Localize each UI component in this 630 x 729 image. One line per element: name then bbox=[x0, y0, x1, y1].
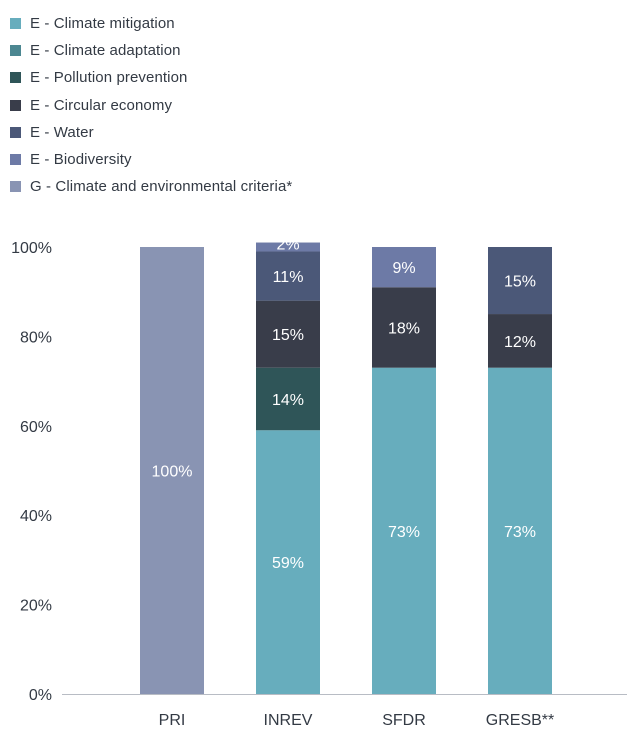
bar-segment bbox=[256, 300, 320, 368]
legend-item: E - Water bbox=[10, 119, 292, 146]
y-tick-label: 0% bbox=[29, 687, 52, 704]
legend-item: E - Circular economy bbox=[10, 92, 292, 119]
legend-label: G - Climate and environmental criteria* bbox=[30, 178, 293, 196]
data-label: 9% bbox=[392, 260, 415, 277]
bar-segment bbox=[488, 367, 552, 694]
data-label: 100% bbox=[152, 464, 193, 481]
y-tick-label: 80% bbox=[20, 329, 52, 346]
legend-label: E - Climate adaptation bbox=[30, 42, 181, 60]
x-category-label: SFDR bbox=[382, 712, 426, 729]
bar-segment bbox=[256, 367, 320, 431]
legend-item: E - Climate mitigation bbox=[10, 10, 292, 37]
x-category-label: INREV bbox=[264, 712, 313, 729]
legend-swatch bbox=[10, 18, 21, 30]
y-tick-label: 60% bbox=[20, 419, 52, 436]
legend-swatch bbox=[10, 45, 21, 57]
legend-label: E - Biodiversity bbox=[30, 151, 132, 169]
legend-swatch bbox=[10, 181, 21, 193]
legend-swatch bbox=[10, 72, 21, 84]
bar-segment bbox=[256, 251, 320, 301]
bar-segment bbox=[256, 242, 320, 252]
x-category-label: GRESB** bbox=[486, 712, 554, 729]
data-label: 18% bbox=[388, 320, 420, 337]
bar-segment bbox=[372, 367, 436, 694]
y-tick-label: 100% bbox=[11, 240, 52, 257]
bar-segment bbox=[256, 430, 320, 694]
bar-segment bbox=[140, 247, 204, 694]
data-label: 11% bbox=[273, 269, 304, 286]
legend: E - Climate mitigation E - Climate adapta… bbox=[10, 10, 292, 200]
legend-swatch bbox=[10, 99, 21, 111]
data-label: 15% bbox=[504, 274, 536, 291]
legend-swatch bbox=[10, 154, 21, 166]
legend-label: E - Water bbox=[30, 123, 94, 141]
y-tick-label: 20% bbox=[20, 598, 52, 615]
legend-label: E - Pollution prevention bbox=[30, 69, 188, 87]
y-tick-label: 40% bbox=[20, 508, 52, 525]
data-label: 15% bbox=[272, 327, 304, 344]
legend-item: E - Biodiversity bbox=[10, 146, 292, 173]
bar-segment bbox=[372, 287, 436, 368]
data-label: 14% bbox=[272, 392, 304, 409]
legend-label: E - Circular economy bbox=[30, 96, 173, 114]
bar-segment bbox=[488, 314, 552, 368]
x-category-label: PRI bbox=[159, 712, 186, 729]
legend-label: E - Climate mitigation bbox=[30, 15, 175, 33]
data-label: 59% bbox=[272, 555, 304, 572]
data-label: 73% bbox=[504, 524, 536, 541]
legend-item: E - Climate adaptation bbox=[10, 37, 292, 64]
legend-item: G - Climate and environmental criteria* bbox=[10, 173, 292, 200]
data-label: 12% bbox=[504, 334, 536, 351]
bar-segment bbox=[372, 247, 436, 288]
data-label: 2% bbox=[276, 236, 299, 253]
data-label: 73% bbox=[388, 524, 420, 541]
bar-segment bbox=[488, 247, 552, 315]
legend-swatch bbox=[10, 126, 21, 138]
legend-item: E - Pollution prevention bbox=[10, 64, 292, 91]
